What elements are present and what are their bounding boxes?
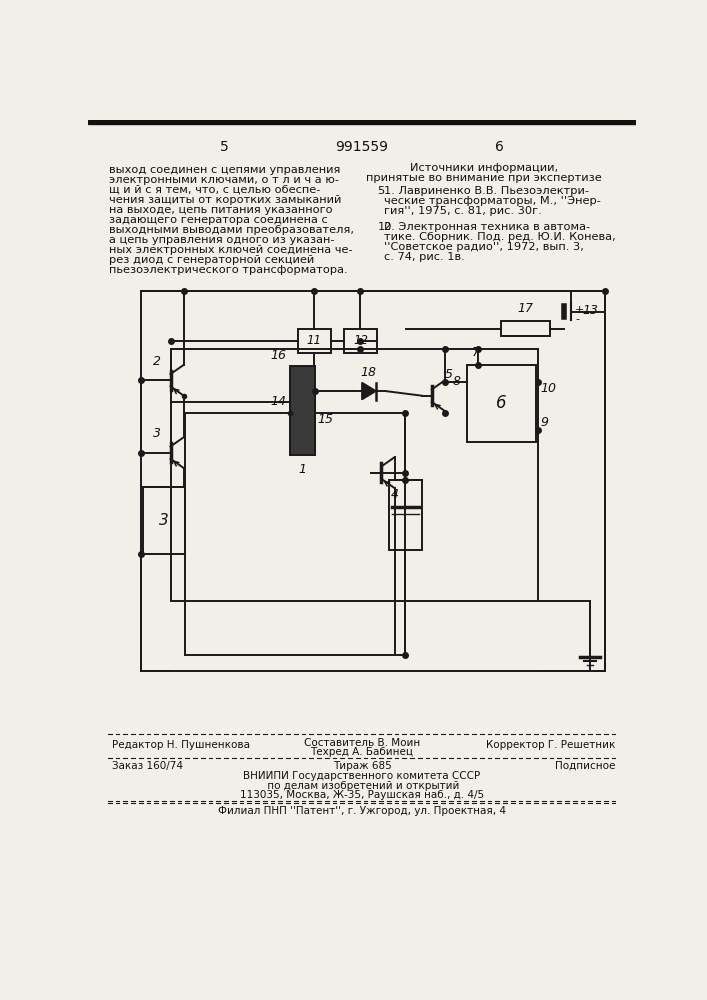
Text: 10: 10 — [540, 382, 556, 395]
Text: а цепь управления одного из указан-: а цепь управления одного из указан- — [110, 235, 335, 245]
Text: 14: 14 — [270, 395, 286, 408]
Text: электронными ключами, о т л и ч а ю-: электронными ключами, о т л и ч а ю- — [110, 175, 339, 185]
Text: Источники информации,: Источники информации, — [409, 163, 558, 173]
Text: 3: 3 — [153, 427, 160, 440]
Text: по делам изобретений и открытий: по делам изобретений и открытий — [264, 781, 460, 791]
Text: 16: 16 — [271, 349, 287, 362]
Text: +: + — [575, 305, 585, 315]
Text: 10: 10 — [378, 222, 392, 232]
Text: на выходе, цепь питания указанного: на выходе, цепь питания указанного — [110, 205, 333, 215]
Text: щ и й с я тем, что, с целью обеспе-: щ и й с я тем, что, с целью обеспе- — [110, 185, 321, 195]
Text: ческие трансформаторы, М., ''Энер-: ческие трансформаторы, М., ''Энер- — [385, 196, 601, 206]
Text: 13: 13 — [583, 304, 599, 317]
Bar — [298, 329, 331, 353]
Text: 7: 7 — [472, 346, 480, 359]
Text: 15: 15 — [317, 413, 334, 426]
Bar — [467, 365, 537, 442]
Text: тике. Сборник. Под. ред. Ю.И. Конева,: тике. Сборник. Под. ред. Ю.И. Конева, — [385, 232, 616, 242]
Text: 5: 5 — [445, 368, 452, 381]
Text: 8: 8 — [452, 375, 460, 388]
Text: Составитель В. Моин: Составитель В. Моин — [304, 738, 420, 748]
Text: ВНИИПИ Государственного комитета СССР: ВНИИПИ Государственного комитета СССР — [243, 771, 481, 781]
Text: Корректор Г. Решетник: Корректор Г. Решетник — [486, 740, 615, 750]
Bar — [501, 321, 549, 336]
Text: 6: 6 — [496, 394, 507, 412]
Text: Редактор Н. Пушненкова: Редактор Н. Пушненкова — [112, 740, 250, 750]
Text: 3: 3 — [159, 513, 169, 528]
Text: рез диод с генераторной секцией: рез диод с генераторной секцией — [110, 255, 315, 265]
Text: 2. Электронная техника в автома-: 2. Электронная техника в автома- — [385, 222, 590, 232]
Text: -: - — [575, 314, 579, 324]
Text: 113035, Москва, Ж-35, Раушская наб., д. 4/5: 113035, Москва, Ж-35, Раушская наб., д. … — [240, 790, 484, 800]
Text: 17: 17 — [518, 302, 534, 315]
Text: 5: 5 — [220, 140, 228, 154]
Text: 1. Лавриненко В.В. Пьезоэлектри-: 1. Лавриненко В.В. Пьезоэлектри- — [385, 186, 590, 196]
Text: Техред А. Бабинец: Техред А. Бабинец — [310, 747, 414, 757]
Bar — [290, 366, 315, 455]
Bar — [344, 329, 378, 353]
Text: ''Советское радио'', 1972, вып. 3,: ''Советское радио'', 1972, вып. 3, — [385, 242, 584, 252]
Text: Тираж 685: Тираж 685 — [332, 761, 392, 771]
Text: 11: 11 — [307, 334, 322, 347]
Bar — [389, 480, 421, 550]
Text: Филиал ПНП ''Патент'', г. Ужгород, ул. Проектная, 4: Филиал ПНП ''Патент'', г. Ужгород, ул. П… — [218, 806, 506, 816]
Text: чения защиты от коротких замыканий: чения защиты от коротких замыканий — [110, 195, 341, 205]
Polygon shape — [362, 383, 376, 400]
Text: с. 74, рис. 1в.: с. 74, рис. 1в. — [385, 252, 465, 262]
Text: выход соединен с цепями управления: выход соединен с цепями управления — [110, 165, 341, 175]
Text: 5: 5 — [378, 186, 385, 196]
Text: 9: 9 — [540, 416, 548, 429]
Text: 18: 18 — [360, 366, 376, 379]
Bar — [88, 120, 636, 124]
Text: Заказ 160/74: Заказ 160/74 — [112, 761, 182, 771]
Text: 12: 12 — [354, 334, 368, 347]
Text: 4: 4 — [390, 488, 399, 501]
Text: выходными выводами преобразователя,: выходными выводами преобразователя, — [110, 225, 354, 235]
Text: Подписное: Подписное — [555, 761, 615, 771]
Text: пьезоэлектрического трансформатора.: пьезоэлектрического трансформатора. — [110, 265, 348, 275]
Text: принятые во внимание при экспертизе: принятые во внимание при экспертизе — [366, 173, 602, 183]
Text: ных электронных ключей соединена че-: ных электронных ключей соединена че- — [110, 245, 353, 255]
Text: задающего генератора соединена с: задающего генератора соединена с — [110, 215, 328, 225]
Text: гия'', 1975, с. 81, рис. 30г.: гия'', 1975, с. 81, рис. 30г. — [385, 206, 542, 216]
Text: 2: 2 — [153, 355, 160, 368]
Text: 1: 1 — [298, 463, 307, 476]
Text: 6: 6 — [495, 140, 503, 154]
Bar — [143, 487, 185, 554]
Text: 991559: 991559 — [335, 140, 388, 154]
